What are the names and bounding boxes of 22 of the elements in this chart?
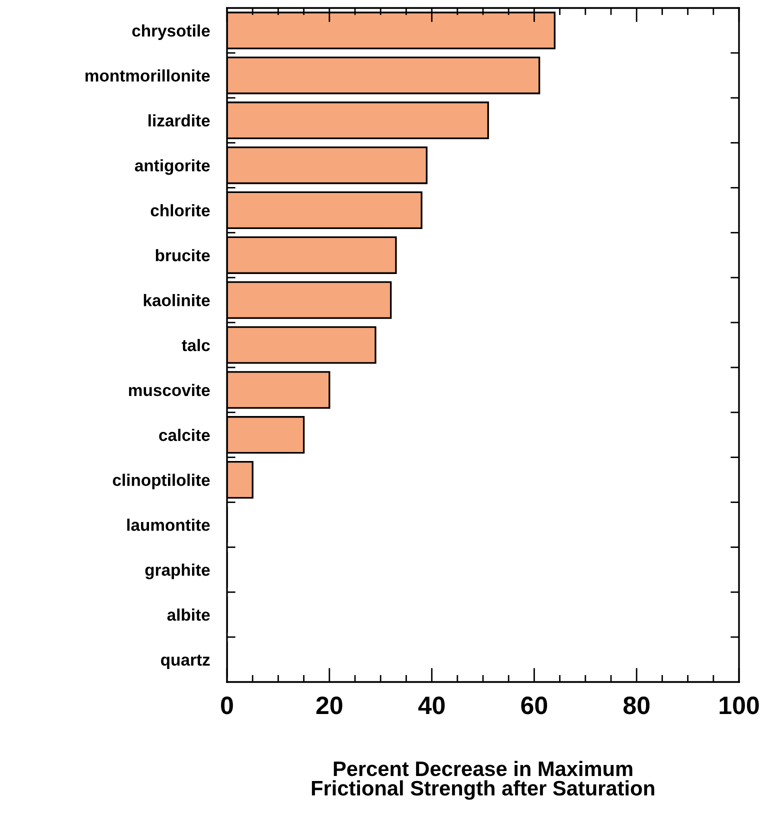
y-tick-label: lizardite [148,114,210,127]
y-tick-label: talc [182,338,210,352]
y-tick-label: calcite [159,428,210,442]
y-tick-label: quartz [161,654,210,670]
y-tick-label: kaolinite [144,294,210,306]
y-tick-label: chrysotile [132,24,210,40]
y-tick-label: brucite [156,249,210,262]
y-tick-label: laumontite [127,518,210,531]
y-tick-label: chlorite [150,204,210,216]
x-tick-label: 80 [623,696,650,714]
x-tick-label: 100 [720,696,759,714]
y-tick-label: antigorite [134,159,210,175]
y-tick-label: clinoptilolite [112,474,210,490]
y-tick-label: graphite [145,564,210,580]
x-tick-label: 0 [221,696,233,714]
y-tick-label: montmorillonite [86,69,210,82]
x-tick-label: 60 [521,696,548,714]
x-tick-label: 40 [418,696,445,714]
y-tick-label: muscovite [129,384,210,396]
x-axis-title: Percent Decrease in Maximum Frictional Strength after Saturation [312,760,654,800]
x-tick-label: 20 [316,696,342,714]
y-tick-label: albite [167,608,210,621]
